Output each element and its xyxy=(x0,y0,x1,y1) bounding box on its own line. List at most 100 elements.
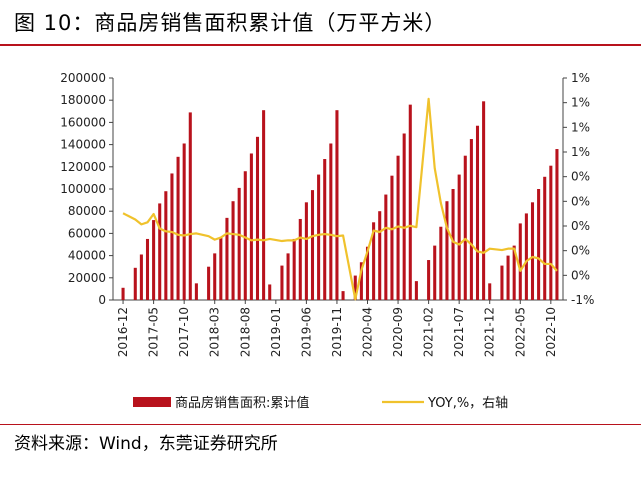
left-tick-label: 180000 xyxy=(60,93,106,107)
yoy-line xyxy=(122,97,558,301)
x-axis-ticks: 2016-12 2017-05 2017-10 2018-03 2018-08 2019-… xyxy=(116,300,558,357)
bar xyxy=(384,194,388,300)
x-tick-label: 2018-08 xyxy=(238,307,252,357)
bar xyxy=(341,291,345,300)
right-tick-label: 0% xyxy=(571,170,590,184)
legend: 商品房销售面积:累计值 YOY,%，右轴 xyxy=(133,395,508,411)
left-tick-label: 140000 xyxy=(60,138,106,152)
bar xyxy=(268,284,272,300)
source-note: 资料来源：Wind，东莞证券研究所 xyxy=(14,434,278,454)
left-tick-label: 80000 xyxy=(68,204,106,218)
bar xyxy=(365,246,370,300)
bar xyxy=(310,190,315,300)
left-tick-label: 20000 xyxy=(68,271,106,285)
left-tick-label: 200000 xyxy=(60,71,106,85)
chart-title: 图 10：商品房销售面积累计值（万平方米） xyxy=(14,11,447,35)
bar xyxy=(555,149,559,300)
bar xyxy=(518,223,522,300)
x-tick-label: 2021-02 xyxy=(422,307,436,357)
left-tick-label: 0 xyxy=(98,293,106,307)
bar xyxy=(262,110,266,300)
bar xyxy=(237,187,241,300)
bar xyxy=(512,245,516,300)
x-tick-label: 2020-09 xyxy=(391,307,405,357)
bar xyxy=(414,281,418,300)
bar xyxy=(286,253,290,300)
bar xyxy=(543,176,547,300)
bar xyxy=(378,211,382,300)
bar xyxy=(457,174,461,300)
bar xyxy=(152,220,156,300)
bar xyxy=(451,189,455,300)
left-tick-label: 40000 xyxy=(68,249,106,263)
x-tick-label: 2018-03 xyxy=(208,307,222,357)
title-divider xyxy=(0,44,641,46)
bar xyxy=(194,283,198,300)
source-divider xyxy=(0,424,641,425)
bar xyxy=(317,174,321,300)
x-tick-label: 2019-01 xyxy=(269,307,283,357)
bar xyxy=(323,159,327,300)
left-tick-label: 60000 xyxy=(68,226,106,240)
bar xyxy=(231,201,235,300)
line-series xyxy=(122,97,558,301)
bar xyxy=(408,104,412,300)
bar xyxy=(475,125,480,300)
bar xyxy=(537,189,541,300)
x-tick-label: 2021-12 xyxy=(483,307,497,357)
x-tick-label: 2016-12 xyxy=(116,307,130,357)
right-tick-label: 0% xyxy=(571,219,590,233)
bar xyxy=(329,143,333,300)
bar xyxy=(549,165,553,300)
left-tick-label: 120000 xyxy=(60,160,106,174)
bar xyxy=(207,266,211,300)
bar xyxy=(298,218,302,300)
bar xyxy=(158,203,162,300)
bar xyxy=(292,238,296,300)
x-tick-label: 2019-06 xyxy=(299,307,313,357)
x-tick-label: 2017-10 xyxy=(177,307,191,357)
bar xyxy=(482,101,486,300)
x-tick-label: 2021-07 xyxy=(452,307,466,357)
right-tick-label: 1% xyxy=(571,96,590,110)
right-tick-label: 0% xyxy=(571,268,590,282)
bar xyxy=(335,110,339,300)
bar xyxy=(121,287,125,300)
bar xyxy=(506,255,510,300)
bar xyxy=(255,136,260,300)
bar xyxy=(176,156,180,300)
bar xyxy=(304,202,308,300)
right-tick-label: 0% xyxy=(571,244,590,258)
bar-series xyxy=(121,101,559,300)
right-tick-label: -1% xyxy=(571,293,594,307)
left-axis-ticks: 0 20000 40000 60000 80000 100000 120000 140000 1… xyxy=(60,71,113,307)
bar xyxy=(280,265,284,300)
bar xyxy=(530,202,535,300)
bar xyxy=(396,155,400,300)
x-tick-label: 2022-10 xyxy=(544,307,558,357)
bar xyxy=(427,260,431,300)
left-tick-label: 160000 xyxy=(60,115,106,129)
bar xyxy=(439,226,443,300)
bar xyxy=(488,283,492,300)
right-axis-ticks: 1% 1% 1% 1% 0% 0% 0% 0% 0% -1% xyxy=(563,71,594,307)
bar xyxy=(372,222,376,300)
bar xyxy=(188,112,192,300)
left-tick-label: 100000 xyxy=(60,182,106,196)
bar xyxy=(469,139,473,300)
bar xyxy=(243,171,247,300)
bar xyxy=(139,254,143,300)
x-tick-label: 2017-05 xyxy=(147,307,161,357)
bar xyxy=(213,253,217,300)
bar xyxy=(445,201,449,300)
bar xyxy=(225,217,229,300)
x-tick-label: 2020-04 xyxy=(361,307,375,357)
right-tick-label: 1% xyxy=(571,145,590,159)
bar xyxy=(170,173,174,300)
bar xyxy=(219,237,223,300)
bar xyxy=(133,267,137,300)
bar xyxy=(353,275,357,300)
bar xyxy=(524,213,528,300)
legend-bar-swatch xyxy=(133,397,171,407)
